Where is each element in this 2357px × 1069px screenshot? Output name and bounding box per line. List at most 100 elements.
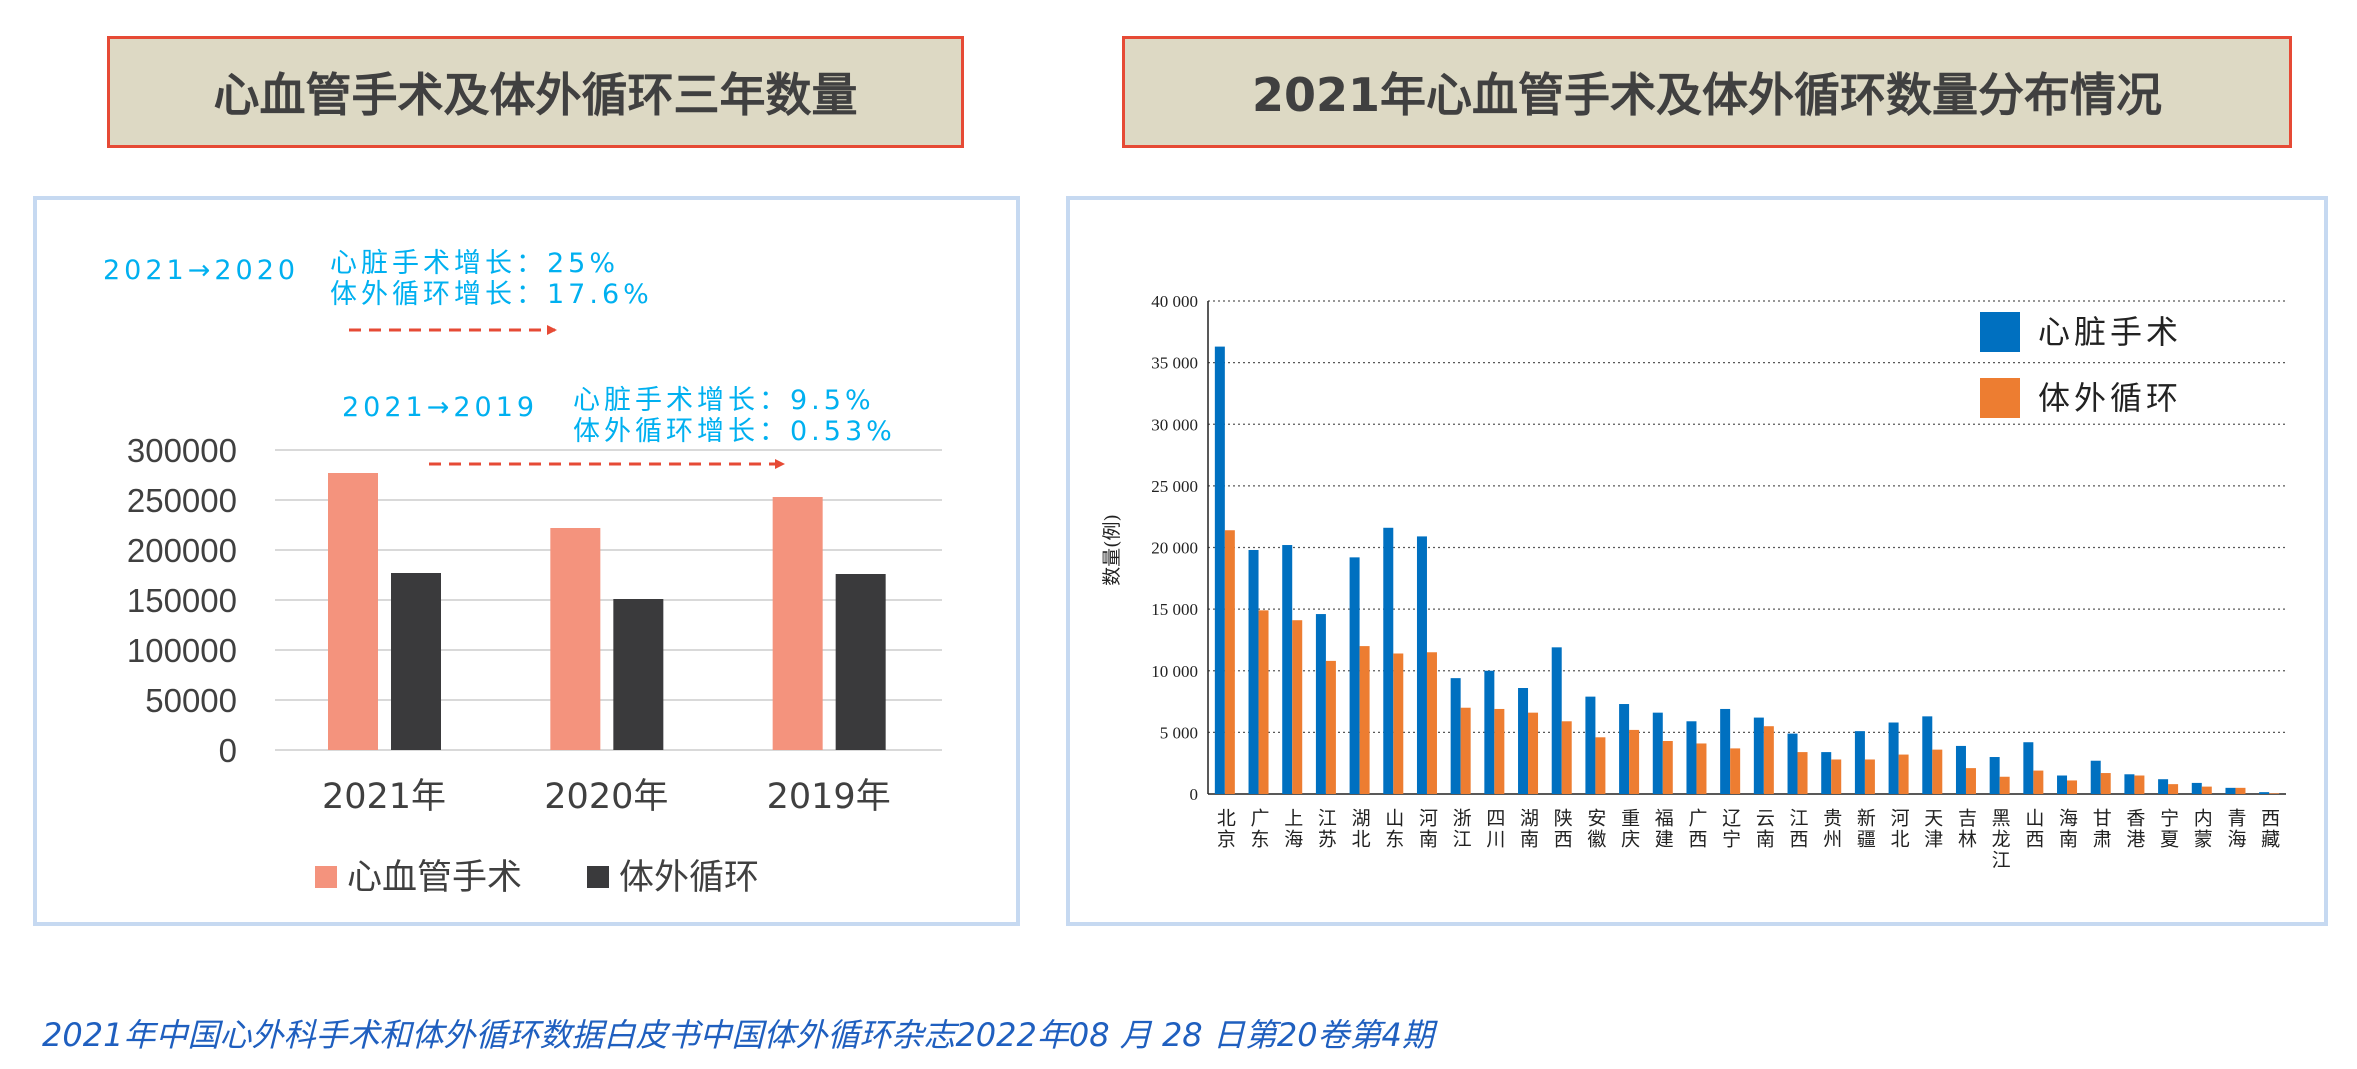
left-bar-surgery (328, 473, 378, 750)
right-bar-ecc (1393, 653, 1404, 794)
right-y-tick-label: 20 000 (1151, 539, 1198, 558)
left-bar-ecc (613, 599, 664, 750)
right-bar-surgery (1585, 696, 1596, 794)
right-y-tick-label: 15 000 (1151, 600, 1198, 619)
right-bar-surgery (2090, 760, 2101, 794)
right-bar-ecc (1561, 721, 1572, 794)
right-bar-ecc (1292, 620, 1303, 794)
right-bar-ecc (1730, 748, 1741, 794)
left-x-tick-label: 2021年 (322, 777, 446, 817)
right-bar-ecc (1763, 726, 1774, 794)
annotation-ecc-growth-2019: 体外循环增长：0.53% (573, 416, 896, 447)
left-legend-label: 心血管手术 (347, 858, 522, 898)
right-bar-surgery (1955, 745, 1966, 794)
left-y-tick-label: 50000 (145, 682, 237, 719)
right-bar-surgery (2124, 774, 2135, 794)
right-bar-ecc (1797, 752, 1808, 794)
right-x-tick-label: 河北 (1888, 808, 1910, 850)
source-caption: 2021年中国心外科手术和体外循环数据白皮书中国体外循环杂志2022年08 月 … (42, 1016, 1434, 1054)
right-bar-surgery (1349, 557, 1360, 794)
right-bar-ecc (1898, 754, 1909, 794)
right-x-tick-label: 黑龙江 (1989, 808, 2011, 871)
right-legend-label: 体外循环 (2038, 379, 2182, 417)
right-y-tick-label: 0 (1190, 785, 1199, 804)
left-x-tick-label: 2019年 (767, 777, 891, 817)
right-x-tick-label: 北京 (1214, 808, 1236, 850)
right-x-tick-label: 湖北 (1349, 808, 1371, 850)
right-bar-surgery (1484, 670, 1495, 794)
right-bar-surgery (1922, 716, 1933, 794)
right-bar-ecc (1696, 743, 1707, 794)
right-x-tick-label: 河南 (1416, 808, 1438, 850)
right-bar-surgery (2158, 779, 2169, 794)
right-bar-ecc (1224, 530, 1235, 794)
right-bar-ecc (1494, 708, 1505, 794)
right-bar-surgery (1989, 757, 2000, 794)
right-bar-surgery (1821, 752, 1832, 794)
right-bar-ecc (2033, 770, 2044, 794)
right-bar-ecc (1864, 759, 1875, 794)
right-y-tick-label: 5 000 (1160, 723, 1198, 742)
left-y-tick-label: 150000 (127, 582, 237, 619)
left-bar-chart: 0 50000 100000 150000 200000 250000 300000 202… (127, 325, 942, 898)
right-bar-surgery (1450, 678, 1461, 794)
annotation-surgery-growth-2019: 心脏手术增长：9.5% (573, 385, 875, 416)
left-legend-swatch (315, 866, 337, 888)
right-x-tick-label: 重庆 (1618, 808, 1640, 850)
right-bar-ecc (1528, 712, 1539, 794)
right-legend-swatch (1980, 378, 2020, 418)
left-y-tick-label: 250000 (127, 482, 237, 519)
right-x-tick-label: 四川 (1483, 808, 1505, 850)
right-x-tick-label: 辽宁 (1719, 808, 1741, 850)
right-bar-surgery (1720, 708, 1731, 794)
right-x-tick-label: 西藏 (2258, 808, 2280, 850)
right-x-tick-label: 海南 (2056, 808, 2078, 850)
annotation-years-2021-2019: 2021→2019 (342, 392, 539, 423)
left-bar-surgery (772, 497, 823, 750)
right-bar-surgery (1315, 614, 1326, 794)
right-bar-surgery (2259, 792, 2270, 794)
right-x-tick-label: 山西 (2022, 808, 2044, 850)
right-x-tick-label: 浙江 (1450, 808, 1472, 850)
right-bar-surgery (1282, 545, 1293, 794)
right-x-tick-label: 云南 (1753, 808, 1775, 850)
right-x-tick-label: 广西 (1685, 808, 1707, 850)
right-bar-ecc (1325, 660, 1336, 794)
left-bar-surgery (550, 528, 601, 750)
right-y-tick-label: 30 000 (1151, 415, 1198, 434)
right-bar-chart: 0 5 000 10 000 15 000 20 000 25 000 30 000 35 0… (1101, 292, 2286, 871)
right-legend-swatch (1980, 312, 2020, 352)
right-bar-surgery (2057, 775, 2068, 794)
right-bar-surgery (1383, 527, 1394, 794)
left-legend-swatch (587, 866, 609, 888)
right-bar-surgery (2225, 787, 2236, 794)
right-bar-ecc (2100, 773, 2111, 794)
right-x-tick-label: 青海 (2224, 808, 2246, 850)
left-y-tick-label: 100000 (127, 632, 237, 669)
right-bar-ecc (2235, 787, 2246, 794)
right-bar-ecc (2201, 786, 2212, 794)
right-chart-panel: 0 5 000 10 000 15 000 20 000 25 000 30 000 35 0… (1066, 196, 2328, 926)
right-x-tick-label: 广东 (1248, 808, 1270, 850)
right-x-tick-label: 陕西 (1551, 808, 1573, 850)
right-bar-ecc (1662, 741, 1673, 794)
right-bar-ecc (1831, 759, 1842, 794)
right-bar-surgery (1787, 733, 1798, 794)
right-x-tick-label: 内蒙 (2191, 808, 2213, 850)
right-chart-title: 2021年心血管手术及体外循环数量分布情况 (1122, 36, 2292, 148)
right-bar-ecc (2067, 780, 2078, 794)
right-bar-ecc (1426, 652, 1437, 794)
right-bar-surgery (1518, 688, 1529, 794)
right-bar-ecc (1629, 729, 1640, 794)
right-x-tick-label: 湖南 (1517, 808, 1539, 850)
right-bar-ecc (2134, 775, 2145, 794)
right-y-axis-label: 数量(例) (1101, 514, 1123, 586)
left-y-tick-label: 0 (219, 732, 237, 769)
right-x-tick-label: 新疆 (1854, 808, 1876, 850)
right-bar-surgery (1214, 346, 1225, 794)
right-bar-ecc (1965, 768, 1976, 794)
right-bar-surgery (1416, 536, 1427, 794)
right-x-tick-label: 贵州 (1820, 808, 1842, 850)
right-legend-label: 心脏手术 (2038, 313, 2182, 351)
right-bar-surgery (2191, 782, 2202, 794)
